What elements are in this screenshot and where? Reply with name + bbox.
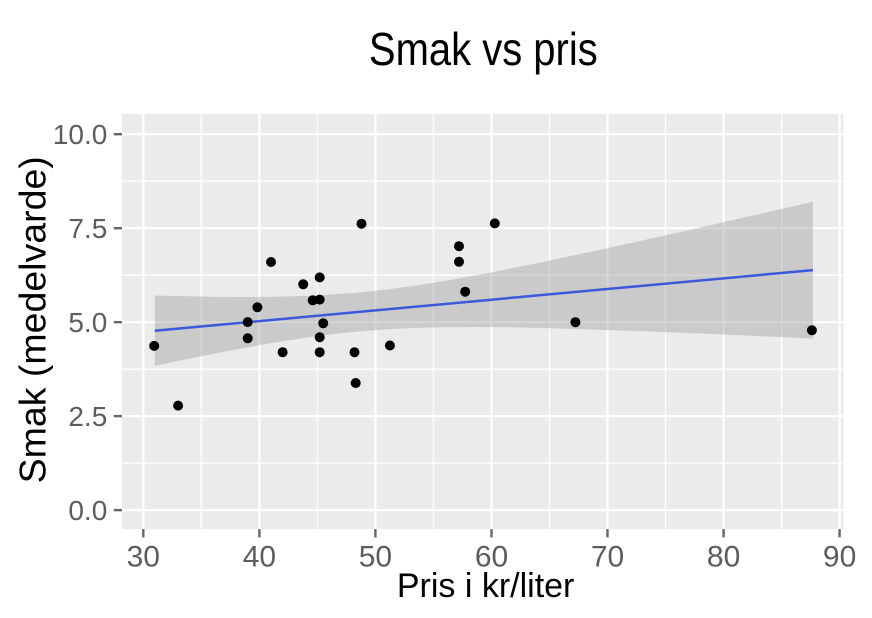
svg-text:70: 70 <box>591 540 624 573</box>
svg-text:Smak (medelvarde): Smak (medelvarde) <box>11 156 53 483</box>
svg-text:80: 80 <box>707 540 740 573</box>
svg-text:40: 40 <box>243 540 276 573</box>
svg-text:7.5: 7.5 <box>68 213 107 244</box>
svg-text:0.0: 0.0 <box>68 495 107 526</box>
svg-text:10.0: 10.0 <box>53 119 108 150</box>
svg-text:Smak vs pris: Smak vs pris <box>369 24 598 75</box>
svg-text:60: 60 <box>475 540 508 573</box>
svg-text:90: 90 <box>823 540 856 573</box>
svg-text:30: 30 <box>127 540 160 573</box>
svg-text:50: 50 <box>359 540 392 573</box>
svg-text:Pris i kr/liter: Pris i kr/liter <box>397 567 575 605</box>
svg-text:5.0: 5.0 <box>68 307 107 338</box>
svg-text:2.5: 2.5 <box>68 401 107 432</box>
